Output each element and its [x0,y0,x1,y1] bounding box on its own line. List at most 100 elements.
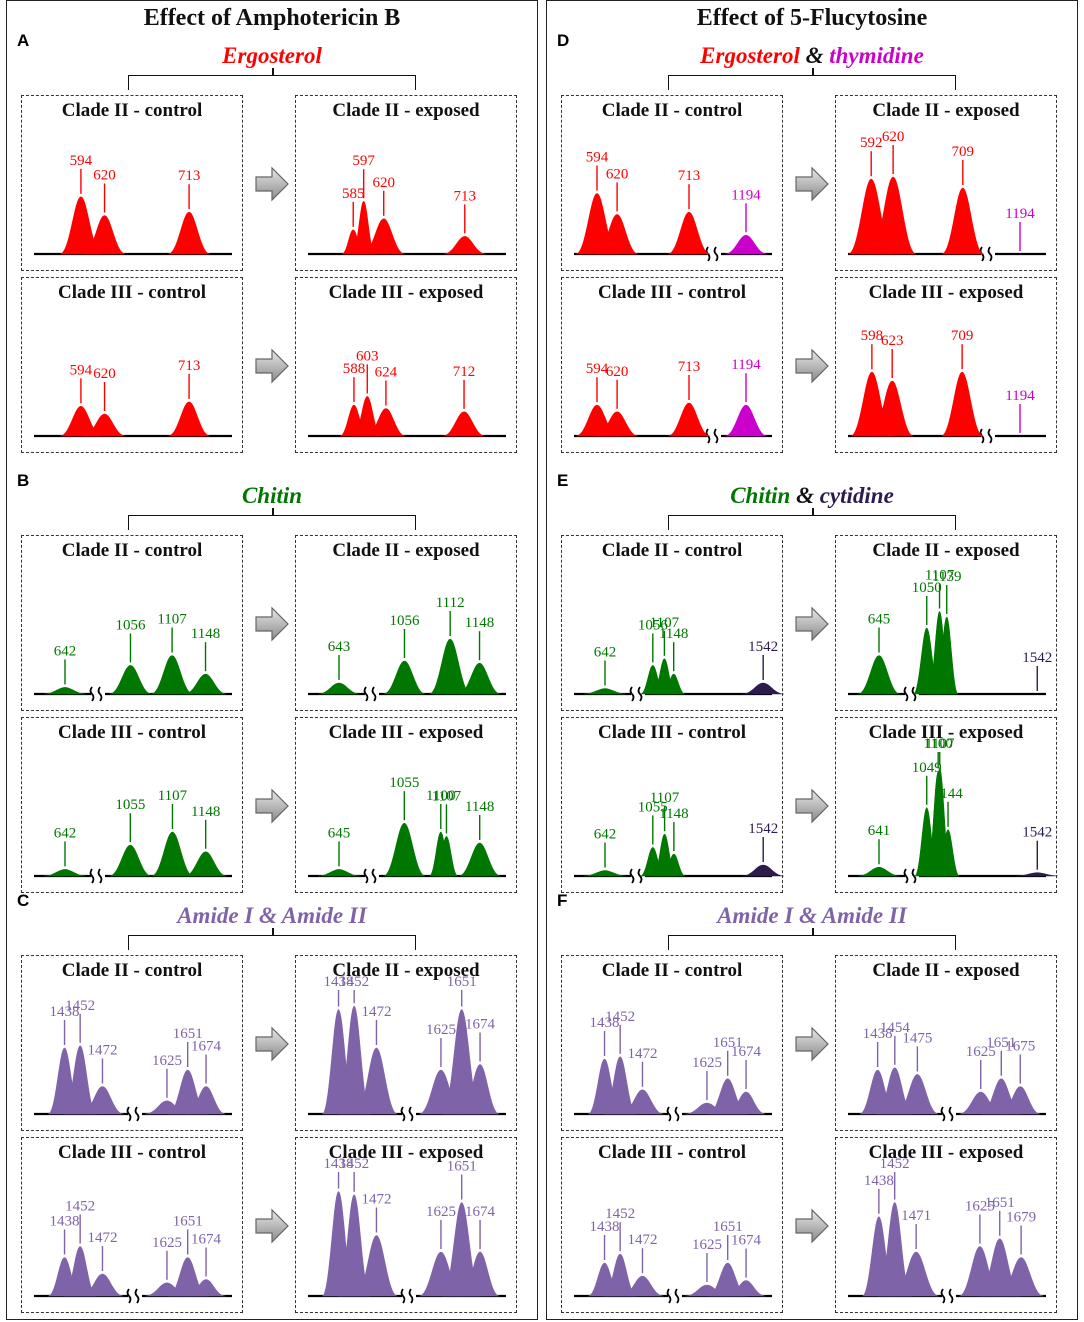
spectrum-peak [434,836,459,877]
peak-label: 624 [375,365,398,381]
spectrum-peak [443,411,486,437]
column-flucytosine: Effect of 5-Flucytosine D Ergosterol & th… [546,0,1078,1320]
spectrum-peak [1000,1086,1041,1115]
peak-label: 1438 [324,974,354,990]
spectrum-peak [83,413,126,437]
peak-label: 1438 [590,1219,620,1235]
panel-title: Clade III - control [598,1142,746,1163]
peak-label: 1438 [590,1015,620,1031]
spectrum-peak [998,1257,1044,1297]
spectrum-peak [383,822,426,877]
spectrum-panel: Clade III - control 642 1055 1107 1148 [21,717,243,893]
spectrum-peak [168,401,211,437]
peak-label: 642 [594,827,617,843]
panel-title: Clade II - exposed [872,100,1020,121]
peak-label: 1651 [173,1214,203,1230]
section-title-part: Chitin [241,483,303,508]
peak-label: 597 [352,153,375,169]
peak-label: 642 [54,643,77,659]
peak-label: 1148 [191,804,220,820]
axis-break [400,1288,414,1304]
spectrum-peak [742,682,784,695]
axis-break [363,868,377,884]
section-title-part: & [790,483,820,508]
peak-label: 620 [606,166,629,182]
peak-label: 1055 [115,797,145,813]
spectrum-peak [870,176,917,255]
section-title-part: thymidine [829,43,924,68]
arrow-right-icon [253,165,291,203]
peak-label: 713 [178,358,201,374]
spectrum-peak [596,411,639,437]
spectrum-panel: Clade III - exposed 598 623 709 1194 [835,277,1057,453]
spectrum-panel: Clade II - control 594 620 713 1194 [561,95,783,271]
peak-label: 620 [372,175,395,191]
comparison-bracket [668,928,956,950]
section-title-part: Chitin [730,483,791,508]
spectrum-peak [458,662,501,695]
section-letter: F [557,891,568,910]
peak-label: 1452 [339,1156,369,1172]
peak-label: 1056 [389,613,420,629]
peak-label: 598 [861,328,884,344]
peak-label: 1056 [115,617,146,633]
peak-label: 1674 [731,1044,762,1060]
spectrum-panel: Clade III - control 1438 1452 1472 1625 1651 1… [561,1137,783,1313]
spectrum-panel: Clade II - exposed 645 1050 1107 1139 1542 [835,535,1057,711]
spectrum-peak [726,1091,766,1115]
peak-label: 1472 [361,1004,391,1020]
panel-title: Clade II - control [61,100,203,121]
peak-label: 620 [606,364,629,380]
spectrum-panel: Clade III - exposed 1438 1452 1472 1625 1651 1… [295,1137,517,1313]
spectrum-peak [151,831,194,877]
peak-label: 1472 [627,1232,657,1248]
spectrum-peak [318,869,360,877]
peak-label: 1438 [50,1004,80,1020]
axis-break [400,1106,414,1122]
spectrum-panel: Clade II - control 1438 1452 1472 1625 1651 16… [21,955,243,1131]
panel-title: Clade II - exposed [332,540,480,561]
peak-label: 1194 [731,357,761,373]
axis-break [629,868,643,884]
peak-label: 1472 [361,1192,391,1208]
peak-label: 588 [343,361,366,377]
peak-label: 1452 [65,998,95,1014]
spectrum-peak [935,616,959,695]
arrow-right-icon [793,605,831,643]
spectrum-peak [151,655,194,695]
peak-label: 1675 [1005,1039,1035,1055]
peak-label: 1107 [432,788,462,804]
spectrum-peak [584,688,626,695]
spectrum-panel: Clade II - exposed 643 1056 1112 1148 [295,535,517,711]
panel-title: Clade III - control [58,722,206,743]
axis-break [940,1288,954,1304]
arrow-right-icon [253,1025,291,1063]
spectrum-peak [941,371,984,437]
spectrum-peak [443,236,486,255]
peak-label: 1107 [650,615,680,631]
bracket-tick [272,68,274,76]
peak-label: 713 [678,168,701,184]
panel-title: Clade III - exposed [868,722,1024,743]
axis-break [629,686,643,702]
panel-title: Clade III - control [598,282,746,303]
peak-label: 1674 [465,1204,496,1220]
spectrum-panel: Clade III - control 1438 1452 1472 1625 1651 1… [21,1137,243,1313]
peak-label: 1454 [880,1020,911,1036]
peak-label: 1542 [1022,650,1052,666]
peak-label: 1472 [87,1043,117,1059]
peak-label: 1452 [605,1009,635,1025]
peak-label: 1438 [864,1173,894,1189]
panel-title: Clade III - exposed [868,1142,1024,1163]
arrow-right-icon [793,1025,831,1063]
section-letter: C [17,891,30,910]
